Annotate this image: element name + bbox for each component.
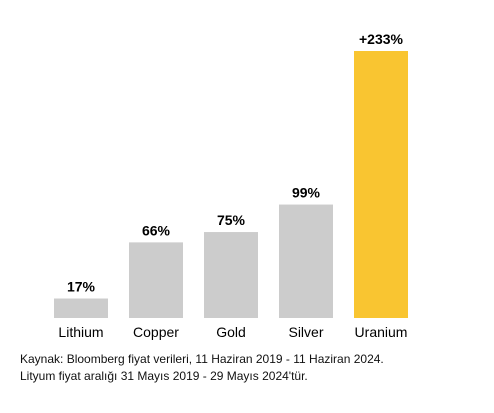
value-label-gold: 75% [217, 212, 246, 228]
category-labels-layer: Lithium Copper Gold Silver Uranium [58, 324, 407, 340]
category-label-lithium: Lithium [58, 324, 103, 340]
category-label-copper: Copper [133, 324, 179, 340]
bar-gold [204, 232, 258, 318]
source-note: Kaynak: Bloomberg fiyat verileri, 11 Haz… [20, 351, 485, 385]
value-label-uranium: +233% [359, 31, 404, 47]
category-label-uranium: Uranium [355, 324, 408, 340]
value-label-copper: 66% [142, 222, 171, 238]
source-line-2: Lityum fiyat aralığı 31 Mayıs 2019 - 29 … [20, 369, 308, 383]
value-labels-layer: 17% 66% 75% 99% +233% [67, 31, 404, 295]
value-label-silver: 99% [292, 185, 321, 201]
value-label-lithium: 17% [67, 279, 96, 295]
bar-lithium [54, 298, 108, 318]
bar-uranium [354, 51, 408, 318]
source-line-1: Kaynak: Bloomberg fiyat verileri, 11 Haz… [20, 352, 384, 366]
bar-copper [129, 242, 183, 318]
bar-silver [279, 204, 333, 318]
category-label-gold: Gold [216, 324, 246, 340]
bars-layer [54, 51, 408, 318]
bar-chart: 17% 66% 75% 99% +233% Lithium Copper Gold Silve… [54, 31, 408, 340]
category-label-silver: Silver [288, 324, 323, 340]
